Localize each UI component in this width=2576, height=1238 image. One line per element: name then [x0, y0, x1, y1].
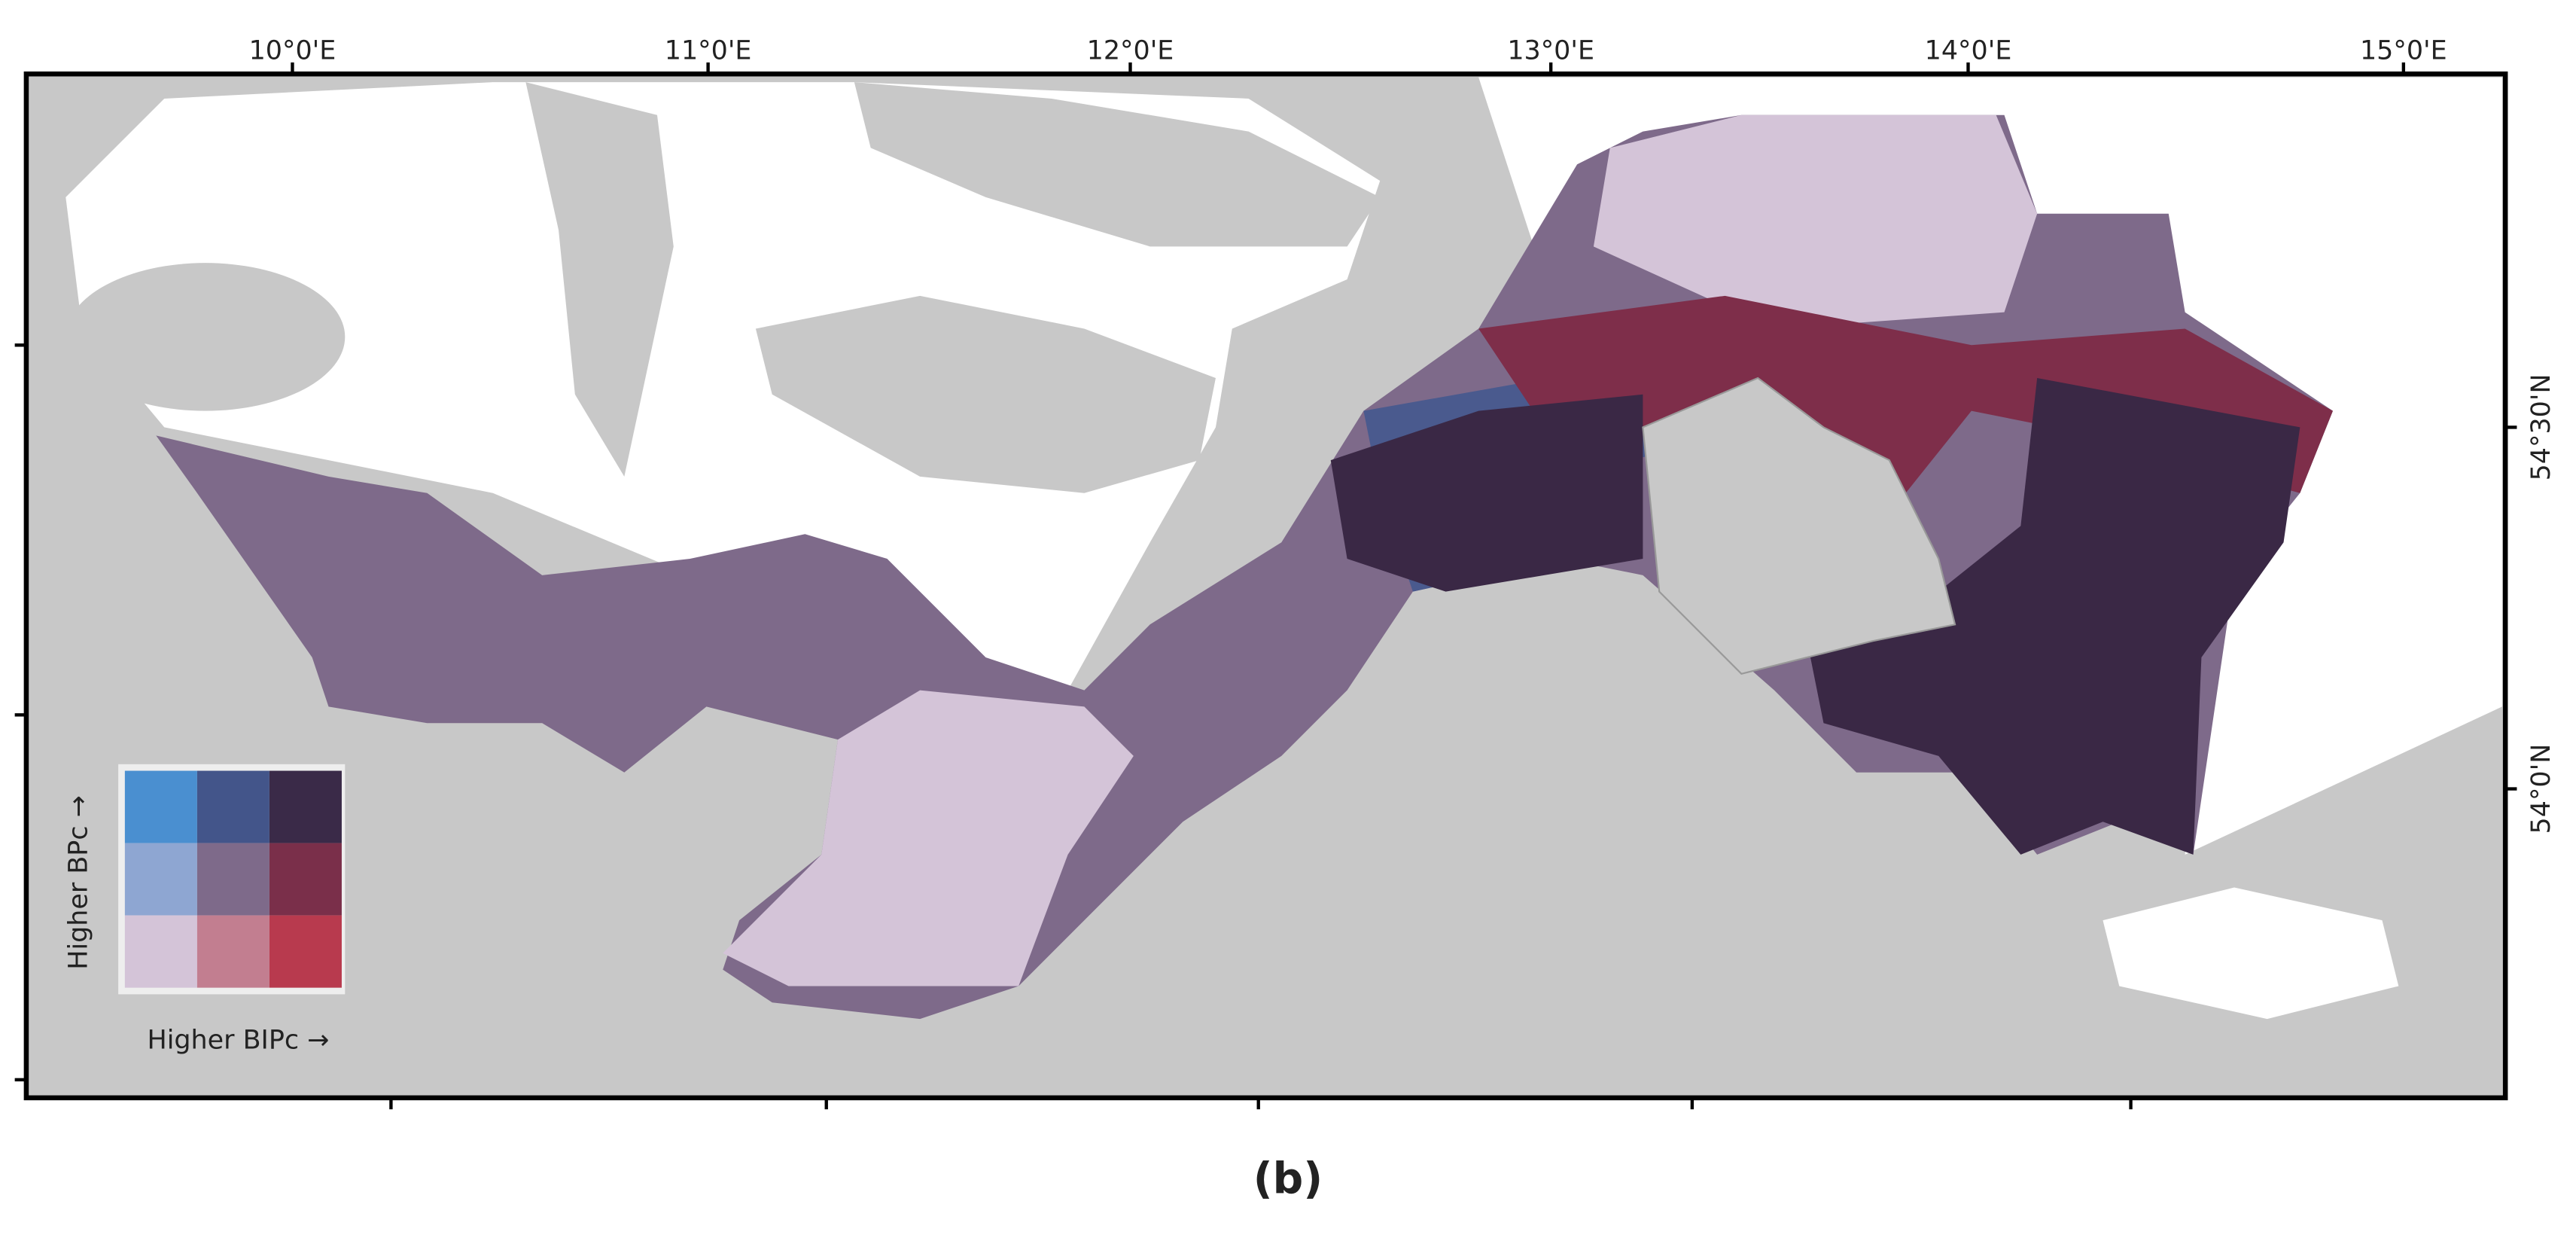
legend-x-label: Higher BIPc → — [147, 1025, 329, 1055]
zone — [1807, 377, 2300, 855]
island — [854, 82, 1381, 247]
island — [755, 295, 1216, 493]
legend-cell — [269, 915, 342, 988]
legend-cell — [124, 770, 197, 843]
legend-cell — [196, 843, 269, 916]
caption: (b) — [1253, 1154, 1323, 1203]
lon-label: 13°0'E — [1507, 36, 1594, 66]
island — [65, 263, 346, 411]
lon-label: 12°0'E — [1087, 36, 1174, 66]
lon-label: 14°0'E — [1925, 36, 2012, 66]
lon-label: 15°0'E — [2360, 36, 2447, 66]
legend-cell — [124, 915, 197, 988]
legend-cell — [196, 915, 269, 988]
legend-cell — [269, 843, 342, 916]
island — [1642, 377, 1956, 675]
sea-west — [65, 82, 1381, 691]
legend-cell — [124, 843, 197, 916]
lagoon — [2103, 887, 2399, 1020]
legend-y-label: Higher BPc → — [64, 795, 94, 970]
lon-label: 10°0'E — [249, 36, 336, 66]
lat-label: 54°30'N — [2526, 374, 2556, 480]
legend-cell — [196, 770, 269, 843]
lon-label: 11°0'E — [665, 36, 752, 66]
zone — [723, 690, 1134, 986]
island — [525, 82, 674, 477]
zone — [1330, 394, 1643, 592]
zone — [1593, 114, 2038, 329]
map-frame — [23, 71, 2508, 1101]
legend-cell — [269, 770, 342, 843]
lat-label: 54°0'N — [2526, 744, 2556, 834]
map-group: 10°0'E 11°0'E 12°0'E 13°0'E 14°0'E 15°0'E 54°3… — [14, 36, 2556, 1203]
